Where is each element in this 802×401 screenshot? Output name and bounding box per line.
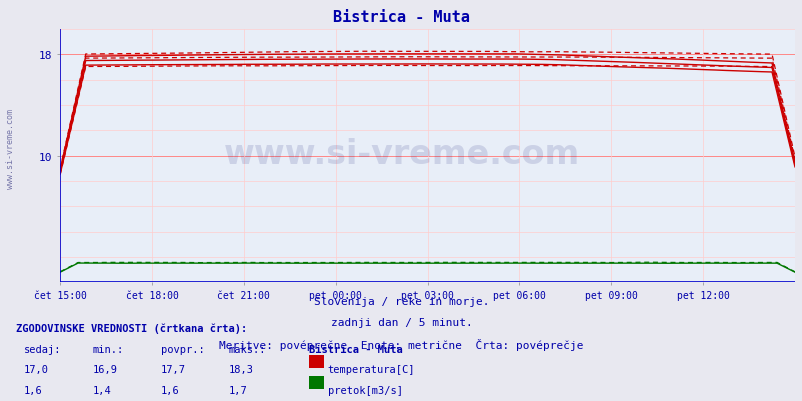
Text: povpr.:: povpr.: (160, 344, 204, 354)
Text: maks.:: maks.: (229, 344, 266, 354)
Text: sedaj:: sedaj: (24, 344, 62, 354)
Text: 17,7: 17,7 (160, 365, 185, 375)
Text: Slovenija / reke in morje.: Slovenija / reke in morje. (314, 297, 488, 307)
Text: Meritve: povéprečne  Enote: metrične  Črta: povéprečje: Meritve: povéprečne Enote: metrične Črta… (219, 338, 583, 350)
Text: 1,6: 1,6 (160, 385, 179, 395)
Text: www.si-vreme.com: www.si-vreme.com (223, 138, 579, 171)
Text: temperatura[C]: temperatura[C] (327, 365, 415, 375)
Text: www.si-vreme.com: www.si-vreme.com (6, 108, 15, 188)
Text: Bistrica - Muta: Bistrica - Muta (309, 344, 403, 354)
Text: pretok[m3/s]: pretok[m3/s] (327, 385, 402, 395)
Text: zadnji dan / 5 minut.: zadnji dan / 5 minut. (330, 318, 472, 328)
Text: 16,9: 16,9 (92, 365, 117, 375)
Text: ZGODOVINSKE VREDNOSTI (črtkana črta):: ZGODOVINSKE VREDNOSTI (črtkana črta): (16, 323, 247, 333)
Text: 1,7: 1,7 (229, 385, 247, 395)
Text: Bistrica - Muta: Bistrica - Muta (333, 10, 469, 25)
Text: 18,3: 18,3 (229, 365, 253, 375)
Text: 1,6: 1,6 (24, 385, 43, 395)
Text: min.:: min.: (92, 344, 124, 354)
Text: 17,0: 17,0 (24, 365, 49, 375)
Text: 1,4: 1,4 (92, 385, 111, 395)
